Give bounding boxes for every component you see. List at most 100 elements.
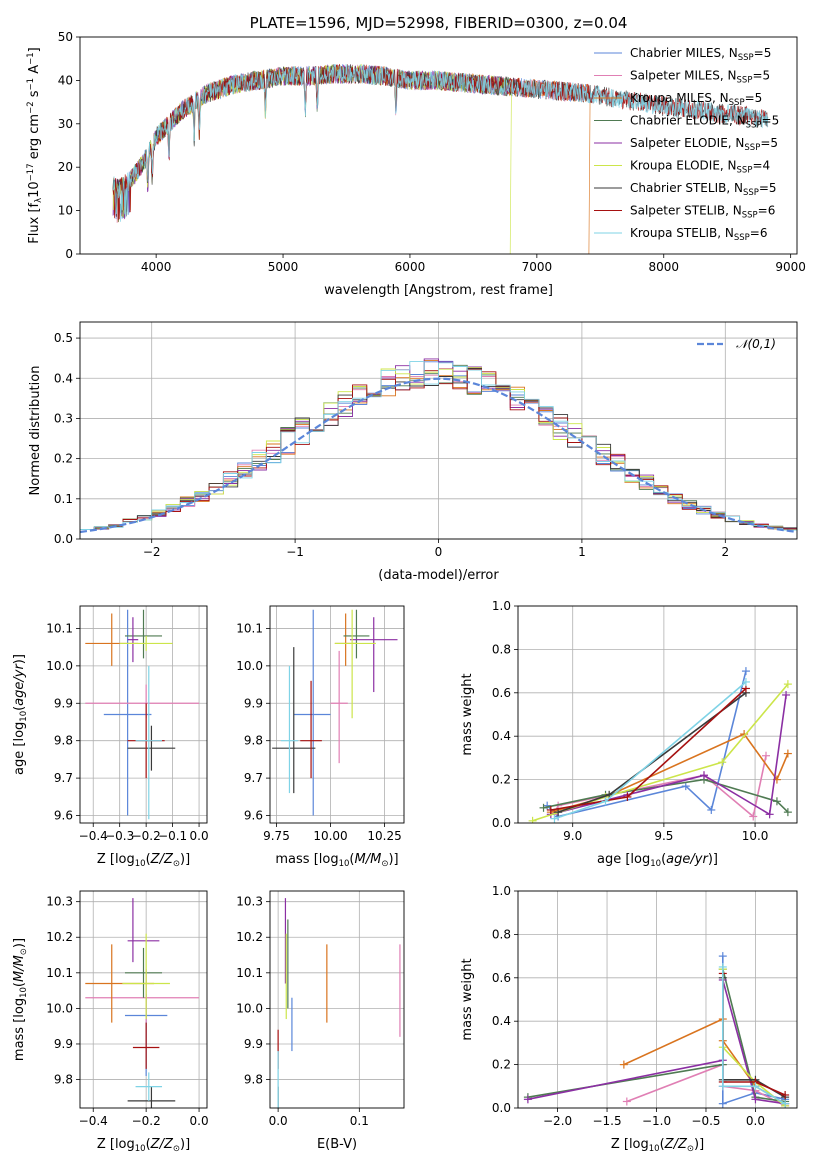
label-part: −1 xyxy=(26,78,36,91)
label-part: λ xyxy=(34,198,44,203)
x-tick-label: −0.4 xyxy=(79,1114,108,1128)
y-axis-label: Normed distribution xyxy=(28,366,43,496)
label-part: =5 xyxy=(760,136,778,150)
y-axis-label: Flux [fλ10−17 erg cm−2 s−1 A−1] xyxy=(26,47,44,243)
x-axis-label: age [log10(age/yr)] xyxy=(597,852,718,869)
label-part: erg cm xyxy=(27,114,42,163)
label-part: ( xyxy=(661,852,666,867)
y-tick-label: 10 xyxy=(58,204,73,218)
x-tick-label: 0.1 xyxy=(350,1114,369,1128)
label-part: −2 xyxy=(26,101,36,114)
x-tick-label: 10.00 xyxy=(313,829,347,843)
label-part: −1 xyxy=(26,52,36,65)
label-part: ( xyxy=(349,852,354,867)
y-tick-label: 9.8 xyxy=(244,734,263,748)
y-tick-label: 0.2 xyxy=(54,452,73,466)
label-part: ( xyxy=(12,982,27,987)
x-tick-label: 8000 xyxy=(648,260,679,274)
label-part: =5 xyxy=(762,114,780,128)
y-tick-label: 0.8 xyxy=(492,642,511,656)
axes-frame xyxy=(269,605,405,824)
y-tick-label: 10.1 xyxy=(236,621,263,635)
y-tick-label: 0.6 xyxy=(492,971,511,985)
label-part: Chabrier MILES, N xyxy=(630,46,738,60)
label-part: 10 xyxy=(27,181,42,198)
x-tick-label: 4000 xyxy=(141,260,172,274)
x-tick-label: 9.75 xyxy=(263,829,290,843)
y-tick-label: 9.9 xyxy=(54,1037,73,1051)
x-tick-label: −0.1 xyxy=(158,829,187,843)
label-part: )] xyxy=(180,852,190,867)
y-tick-label: 0.0 xyxy=(492,1101,511,1115)
plot-area xyxy=(277,898,401,1108)
y-tick-label: 1.0 xyxy=(492,884,511,898)
y-tick-label: 0.4 xyxy=(492,1014,511,1028)
series-line xyxy=(721,973,786,1096)
x-axis-label: wavelength [Angstrom, rest frame] xyxy=(324,283,553,298)
label-part: SSP xyxy=(743,188,759,198)
label-part: SSP xyxy=(738,53,754,63)
histogram-kroupa-stelib xyxy=(80,361,797,531)
label-part: SSP xyxy=(737,76,753,86)
label-part: ( xyxy=(660,1137,665,1152)
label-part: Kroupa ELODIE, N xyxy=(630,159,737,173)
x-tick-label: 0.0 xyxy=(190,829,209,843)
legend-entry: Salpeter MILES, NSSP=5 xyxy=(630,69,770,86)
legend-entry: Kroupa MILES, NSSP=5 xyxy=(630,91,762,108)
legend-entry: Salpeter ELODIE, NSSP=5 xyxy=(630,136,778,153)
y-tick-label: 10.3 xyxy=(46,895,73,909)
label-part: =5 xyxy=(759,181,777,195)
chart-title: PLATE=1596, MJD=52998, FIBERID=0300, z=0… xyxy=(250,14,628,32)
y-tick-label: 9.8 xyxy=(54,1073,73,1087)
label-part: SSP xyxy=(734,233,750,243)
label-part: Kroupa STELIB, N xyxy=(630,226,734,240)
legend-entry: Chabrier MILES, NSSP=5 xyxy=(630,46,771,63)
label-part: ⊙ xyxy=(173,859,180,869)
label-part: =5 xyxy=(745,91,763,105)
label-part: SSP xyxy=(744,143,760,153)
label-part: )] xyxy=(694,1137,704,1152)
y-tick-label: 9.8 xyxy=(244,1073,263,1087)
y-axis-label: mass [log10(M/M⊙)] xyxy=(12,938,29,1061)
y-tick-label: 10.2 xyxy=(236,930,263,944)
x-tick-label: 9.0 xyxy=(563,829,582,843)
spectrum-line xyxy=(112,64,769,222)
y-tick-label: 9.7 xyxy=(244,771,263,785)
y-tick-label: 0.4 xyxy=(54,371,73,385)
y-tick-label: 50 xyxy=(58,30,73,44)
label-part: mass [log xyxy=(275,852,338,867)
y-tick-label: 10.0 xyxy=(46,659,73,673)
y-tick-label: 9.8 xyxy=(54,734,73,748)
x-tick-label: −2 xyxy=(143,545,161,559)
label-part: 10 xyxy=(19,987,29,998)
spectrum-line xyxy=(112,63,512,254)
x-tick-label: −1.0 xyxy=(642,1114,671,1128)
y-tick-label: 0.5 xyxy=(54,331,73,345)
label-part: ⊙ xyxy=(19,948,29,955)
axes-frame xyxy=(269,890,405,1109)
y-axis-label: age [log10(age/yr)] xyxy=(12,654,29,775)
label-part: =5 xyxy=(752,69,770,83)
label-part: Salpeter ELODIE, N xyxy=(630,136,744,150)
label-part: ⊙ xyxy=(381,859,388,869)
y-tick-label: 10.3 xyxy=(236,895,263,909)
label-part: ⊙ xyxy=(687,1144,694,1154)
y-tick-label: 10.0 xyxy=(236,1001,263,1015)
y-axis-label: mass weight xyxy=(460,958,475,1040)
series-line xyxy=(550,694,787,816)
label-part: )] xyxy=(12,938,27,948)
x-tick-label: −0.2 xyxy=(132,829,161,843)
y-tick-label: 9.6 xyxy=(54,809,73,823)
y-tick-label: 0.8 xyxy=(492,927,511,941)
label-part: Z/Z xyxy=(664,1137,688,1152)
label-part: )] xyxy=(388,852,398,867)
x-tick-label: 1 xyxy=(578,545,586,559)
series-line xyxy=(721,967,786,1105)
label-part: E(B-V) xyxy=(317,1137,357,1152)
label-part: Z [log xyxy=(611,1137,649,1152)
label-part: Kroupa MILES, N xyxy=(630,91,729,105)
chart-age-vs-mass: 9.75 10.00 10.25 9.6 9.7 9.8 9.9 10.0 10.1 mass [… xyxy=(236,605,405,869)
legend-entry: 𝒩(0,1) xyxy=(736,337,776,351)
y-tick-label: 9.7 xyxy=(54,771,73,785)
